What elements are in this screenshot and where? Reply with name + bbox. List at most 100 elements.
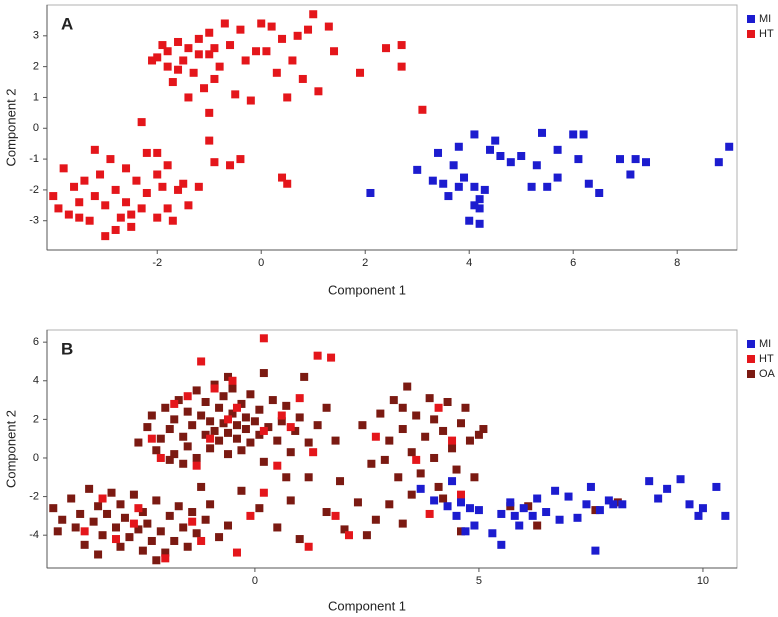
y-tick-label: -2 xyxy=(29,184,39,196)
point xyxy=(474,430,483,439)
point xyxy=(461,527,470,536)
point xyxy=(197,357,206,366)
point xyxy=(220,19,229,28)
point xyxy=(170,399,179,408)
point xyxy=(163,204,172,213)
point xyxy=(156,453,165,462)
point xyxy=(631,155,640,164)
point xyxy=(448,444,457,453)
point xyxy=(246,96,255,105)
point xyxy=(241,413,250,422)
point xyxy=(237,399,246,408)
point xyxy=(286,423,295,432)
point xyxy=(179,459,188,468)
point xyxy=(192,529,201,538)
point xyxy=(457,490,465,499)
point xyxy=(491,136,500,145)
point xyxy=(336,477,345,486)
point xyxy=(215,403,224,412)
point xyxy=(454,142,463,151)
legend-swatch xyxy=(747,15,755,23)
point xyxy=(382,44,391,53)
point xyxy=(273,436,282,445)
point xyxy=(288,56,297,65)
point xyxy=(246,511,255,520)
point xyxy=(210,384,219,393)
y-tick-label: -3 xyxy=(29,215,39,227)
x-tick-label: -2 xyxy=(152,257,162,269)
point xyxy=(574,155,583,164)
point xyxy=(201,515,210,524)
point xyxy=(418,105,427,114)
point xyxy=(158,41,167,50)
y-tick-label: 6 xyxy=(33,336,39,348)
point xyxy=(156,527,165,536)
point xyxy=(206,434,215,443)
point xyxy=(192,461,201,470)
point xyxy=(246,438,255,447)
point xyxy=(273,523,282,532)
point xyxy=(80,540,89,549)
legend-swatch xyxy=(747,370,755,378)
point xyxy=(528,511,537,520)
point xyxy=(443,502,452,511)
point xyxy=(439,179,448,188)
x-axis-label: Component 1 xyxy=(328,282,406,297)
point xyxy=(434,148,443,157)
point xyxy=(224,521,233,530)
point xyxy=(278,173,287,182)
point xyxy=(277,417,286,426)
point xyxy=(449,161,458,170)
point xyxy=(645,477,654,486)
y-tick-label: 2 xyxy=(33,413,39,425)
y-tick-label: -1 xyxy=(29,153,39,165)
point xyxy=(398,519,407,528)
point xyxy=(282,473,291,482)
point xyxy=(165,425,174,434)
point xyxy=(106,155,115,164)
point xyxy=(70,182,79,191)
point xyxy=(470,521,479,530)
point xyxy=(153,53,162,62)
point xyxy=(215,436,224,445)
point xyxy=(183,392,192,401)
point xyxy=(122,164,131,173)
x-tick-label: 0 xyxy=(252,575,258,587)
point xyxy=(322,508,331,517)
point xyxy=(412,411,421,420)
point xyxy=(304,473,313,482)
point xyxy=(454,182,463,191)
point xyxy=(210,426,219,435)
point xyxy=(425,509,434,518)
point xyxy=(324,22,333,31)
point xyxy=(694,511,703,520)
point xyxy=(551,486,560,495)
point xyxy=(618,500,627,509)
point xyxy=(397,62,406,71)
point xyxy=(152,556,161,565)
point xyxy=(183,542,192,551)
point xyxy=(75,213,84,222)
point xyxy=(532,161,541,170)
point xyxy=(579,130,588,139)
point xyxy=(85,216,94,225)
point xyxy=(425,394,434,403)
point xyxy=(232,403,241,412)
point xyxy=(268,396,277,405)
point xyxy=(129,519,138,528)
point xyxy=(272,68,281,77)
point xyxy=(184,44,193,53)
point xyxy=(161,548,170,557)
point xyxy=(313,351,322,360)
point xyxy=(189,68,198,77)
point xyxy=(278,34,287,43)
point xyxy=(286,496,295,505)
point xyxy=(434,482,443,491)
point xyxy=(232,548,241,557)
point xyxy=(116,500,125,509)
point xyxy=(470,201,479,210)
point xyxy=(331,436,340,445)
x-tick-label: 6 xyxy=(570,257,576,269)
point xyxy=(205,50,214,59)
point xyxy=(676,475,685,484)
